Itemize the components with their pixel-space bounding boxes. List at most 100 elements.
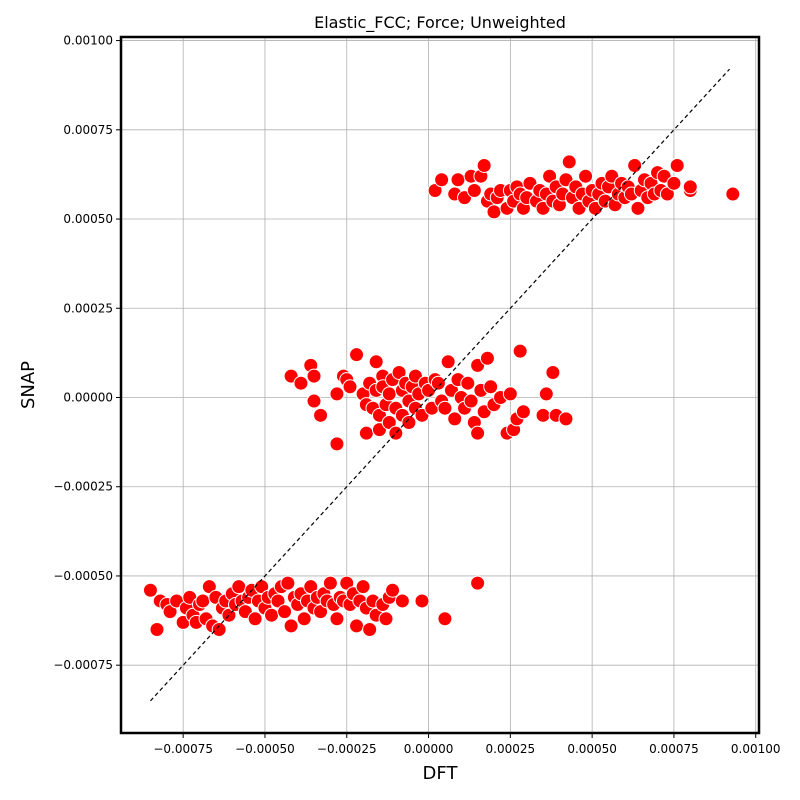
data-point <box>391 365 407 381</box>
data-point <box>542 168 558 184</box>
data-point <box>669 157 685 173</box>
y-tick-label: −0.00025 <box>53 480 113 494</box>
x-tick-label: 0.00050 <box>567 742 617 756</box>
data-point <box>355 579 371 595</box>
data-point <box>512 343 528 359</box>
data-point <box>558 411 574 427</box>
data-point <box>430 375 446 391</box>
x-axis: −0.00075 −0.00050 −0.00025 0.00000 0.00025 0.… <box>153 733 781 756</box>
data-point <box>463 393 479 409</box>
x-tick-label: 0.00025 <box>486 742 536 756</box>
data-point <box>578 168 594 184</box>
x-tick-label: 0.00100 <box>731 742 781 756</box>
data-point <box>486 204 502 220</box>
data-points <box>142 154 741 637</box>
data-point <box>476 157 492 173</box>
y-tick-label: 0.00050 <box>63 212 113 226</box>
data-point <box>349 618 365 634</box>
data-point <box>211 621 227 637</box>
data-point <box>440 354 456 370</box>
y-tick-label: −0.00075 <box>53 658 113 672</box>
data-point <box>280 575 296 591</box>
data-point <box>306 368 322 384</box>
data-point <box>479 350 495 366</box>
data-point <box>666 175 682 191</box>
chart-title: Elastic_FCC; Force; Unweighted <box>314 13 566 33</box>
data-point <box>296 611 312 627</box>
data-point <box>342 379 358 395</box>
data-point <box>306 393 322 409</box>
data-point <box>502 386 518 402</box>
data-point <box>427 182 443 198</box>
data-point <box>231 579 247 595</box>
data-point <box>329 436 345 452</box>
data-point <box>313 604 329 620</box>
data-point <box>247 611 263 627</box>
data-point <box>630 200 646 216</box>
data-point <box>270 593 286 609</box>
data-point <box>264 607 280 623</box>
data-point <box>381 414 397 430</box>
y-tick-label: 0.00000 <box>63 390 113 404</box>
x-axis-title: DFT <box>423 763 459 784</box>
y-tick-label: 0.00100 <box>63 34 113 48</box>
data-point <box>368 354 384 370</box>
data-point <box>470 575 486 591</box>
data-point <box>329 611 345 627</box>
data-point <box>349 347 365 363</box>
reference-line <box>150 68 730 702</box>
data-point <box>378 611 394 627</box>
x-tick-label: 0.00000 <box>404 742 454 756</box>
grid-lines <box>121 37 759 733</box>
y-tick-label: 0.00075 <box>63 123 113 137</box>
x-tick-label: 0.00075 <box>649 742 699 756</box>
data-point <box>437 400 453 416</box>
data-point <box>515 404 531 420</box>
data-point <box>388 425 404 441</box>
data-point <box>535 407 551 423</box>
data-point <box>293 375 309 391</box>
data-point <box>195 593 211 609</box>
data-point <box>545 365 561 381</box>
data-point <box>283 618 299 634</box>
data-point <box>401 414 417 430</box>
data-point <box>414 593 430 609</box>
data-point <box>339 575 355 591</box>
data-point <box>725 186 741 202</box>
data-point <box>201 579 217 595</box>
data-point <box>277 604 293 620</box>
data-point <box>470 425 486 441</box>
data-point <box>385 582 401 598</box>
data-point <box>447 411 463 427</box>
y-tick-label: 0.00025 <box>63 301 113 315</box>
y-tick-label: −0.00050 <box>53 569 113 583</box>
data-point <box>358 425 374 441</box>
data-point <box>659 186 675 202</box>
data-point <box>483 379 499 395</box>
data-point <box>627 157 643 173</box>
data-point <box>329 386 345 402</box>
data-point <box>682 179 698 195</box>
data-point <box>466 182 482 198</box>
x-tick-label: −0.00050 <box>235 742 295 756</box>
data-point <box>313 407 329 423</box>
data-point <box>162 604 178 620</box>
data-point <box>561 154 577 170</box>
data-point <box>538 386 554 402</box>
y-axis-title: SNAP <box>18 361 39 409</box>
data-point <box>460 375 476 391</box>
data-point <box>362 621 378 637</box>
data-point <box>434 172 450 188</box>
x-tick-label: −0.00075 <box>153 742 213 756</box>
data-point <box>437 611 453 627</box>
data-point <box>149 621 165 637</box>
data-point <box>450 172 466 188</box>
x-tick-label: −0.00025 <box>317 742 377 756</box>
data-point <box>303 579 319 595</box>
data-point <box>394 593 410 609</box>
data-point <box>381 386 397 402</box>
data-point <box>322 575 338 591</box>
data-point <box>142 582 158 598</box>
plot-frame <box>119 35 761 735</box>
